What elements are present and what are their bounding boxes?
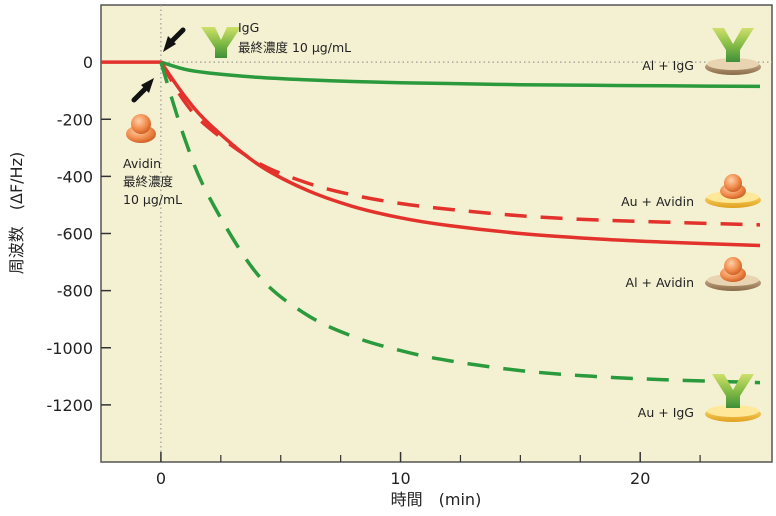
axis-tick-labels: 0 -200 -400 -600 -800 -1000 -1200 0 10 20 — [47, 53, 651, 488]
series-line-al-igg — [160, 60, 761, 89]
igg-antibody-icon — [201, 27, 241, 58]
arrow-icon — [163, 27, 186, 52]
x-tick-label: 0 — [156, 469, 166, 488]
igg-concentration: 最終濃度 10 μg/mL — [238, 40, 351, 55]
y-axis-title: 周波数 (ΔF/Hz) — [7, 152, 26, 274]
au-electrode-avidin-icon — [705, 174, 761, 208]
x-tick-label: 20 — [630, 469, 650, 488]
arrow-icon — [131, 78, 154, 103]
y-tick-label: 0 — [83, 53, 93, 72]
y-tick-label: -800 — [57, 282, 93, 301]
avidin-icon — [126, 114, 156, 143]
y-tick-label: -400 — [57, 167, 93, 186]
igg-label: IgG — [238, 20, 259, 35]
series-line-au-igg — [159, 61, 761, 385]
y-tick-label: -1200 — [47, 396, 94, 415]
series-layer — [101, 60, 761, 385]
au-electrode-igg-icon — [705, 374, 761, 422]
label-al-avidin: Al + Avidin — [626, 275, 694, 290]
series-line-au-avidin — [159, 61, 761, 227]
y-tick-label: -600 — [57, 225, 93, 244]
avidin-label: Avidin — [123, 156, 161, 171]
label-au-igg: Au + IgG — [638, 405, 694, 420]
al-electrode-avidin-icon — [705, 257, 761, 291]
y-tick-label: -200 — [57, 110, 93, 129]
avidin-concentration-label: 最終濃度 — [123, 174, 174, 189]
series-line-al-avidin — [159, 61, 761, 248]
label-au-avidin: Au + Avidin — [621, 194, 694, 209]
plot-area — [100, 4, 773, 463]
label-al-igg: Al + IgG — [642, 58, 694, 73]
x-axis-title: 時間 (min) — [391, 490, 482, 509]
x-tick-label: 10 — [390, 469, 410, 488]
al-electrode-igg-icon — [705, 28, 761, 75]
avidin-concentration-value: 10 μg/mL — [123, 192, 182, 207]
y-tick-label: -1000 — [47, 339, 94, 358]
